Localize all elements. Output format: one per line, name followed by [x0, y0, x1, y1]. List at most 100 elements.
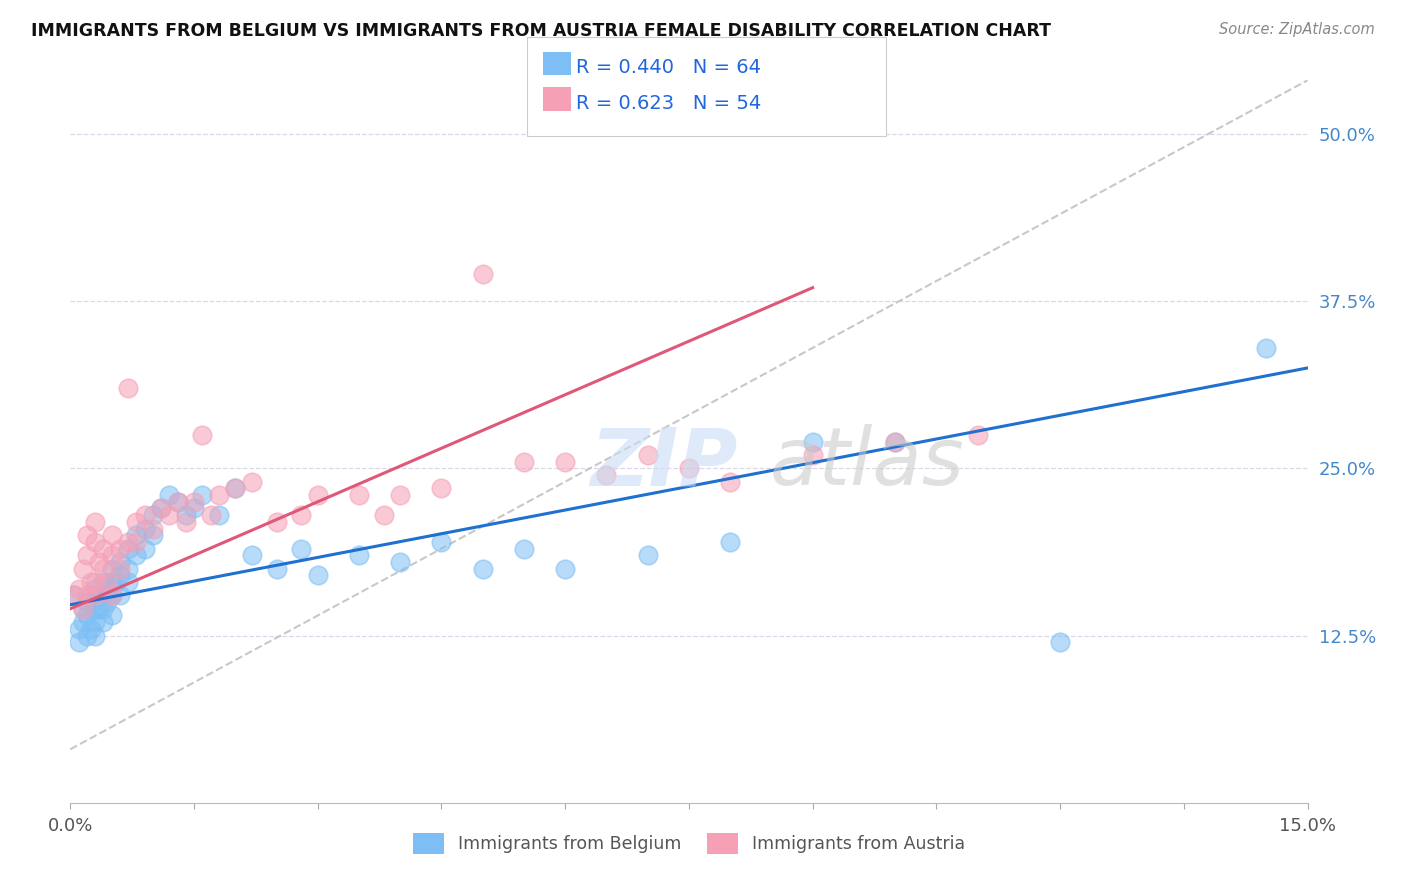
Point — [801, 434, 824, 449]
Point — [125, 528, 148, 542]
Point — [389, 555, 412, 569]
Point — [89, 602, 111, 616]
Point — [80, 622, 103, 636]
Point — [100, 589, 122, 603]
Point — [96, 582, 118, 596]
Point — [96, 575, 118, 590]
Point — [678, 461, 700, 475]
Point — [266, 515, 288, 529]
Point — [166, 494, 188, 508]
Point — [100, 528, 122, 542]
Point — [117, 381, 139, 395]
Point — [84, 575, 107, 590]
Point — [100, 608, 122, 623]
Point — [637, 548, 659, 563]
Point — [84, 534, 107, 549]
Point — [966, 427, 988, 442]
Point — [84, 615, 107, 630]
Point — [91, 615, 114, 630]
Point — [134, 541, 156, 556]
Text: R = 0.623   N = 54: R = 0.623 N = 54 — [576, 94, 762, 112]
Point — [67, 622, 90, 636]
Point — [117, 575, 139, 590]
Point — [595, 467, 617, 482]
Point — [134, 521, 156, 535]
Point — [80, 575, 103, 590]
Point — [108, 589, 131, 603]
Point — [347, 548, 370, 563]
Point — [91, 541, 114, 556]
Point — [117, 541, 139, 556]
Point — [718, 475, 741, 489]
Point — [117, 562, 139, 576]
Point — [104, 575, 127, 590]
Point — [718, 534, 741, 549]
Point — [76, 589, 98, 603]
Point — [91, 575, 114, 590]
Point — [84, 582, 107, 596]
Point — [84, 589, 107, 603]
Point — [80, 589, 103, 603]
Point — [72, 615, 94, 630]
Point — [191, 488, 214, 502]
Point — [157, 508, 180, 523]
Point — [108, 562, 131, 576]
Point — [89, 589, 111, 603]
Point — [67, 635, 90, 649]
Point — [430, 482, 453, 496]
Point — [637, 448, 659, 462]
Point — [134, 508, 156, 523]
Point — [142, 521, 165, 535]
Point — [96, 595, 118, 609]
Point — [150, 501, 173, 516]
Point — [125, 515, 148, 529]
Point — [430, 534, 453, 549]
Point — [89, 555, 111, 569]
Point — [174, 508, 197, 523]
Point — [100, 562, 122, 576]
Point — [67, 582, 90, 596]
Point — [108, 541, 131, 556]
Point — [389, 488, 412, 502]
Point — [166, 494, 188, 508]
Point — [84, 628, 107, 642]
Point — [471, 562, 494, 576]
Point — [84, 515, 107, 529]
Point — [91, 562, 114, 576]
Point — [200, 508, 222, 523]
Point — [1256, 341, 1278, 355]
Point — [91, 589, 114, 603]
Point — [84, 602, 107, 616]
Point — [183, 501, 205, 516]
Point — [191, 427, 214, 442]
Point — [1049, 635, 1071, 649]
Point — [347, 488, 370, 502]
Point — [63, 589, 86, 603]
Point — [76, 595, 98, 609]
Point — [100, 548, 122, 563]
Point — [76, 548, 98, 563]
Point — [100, 589, 122, 603]
Text: Source: ZipAtlas.com: Source: ZipAtlas.com — [1219, 22, 1375, 37]
Point — [76, 528, 98, 542]
Point — [307, 568, 329, 582]
Point — [266, 562, 288, 576]
Point — [63, 589, 86, 603]
Point — [240, 475, 263, 489]
Point — [307, 488, 329, 502]
Point — [142, 508, 165, 523]
Text: ZIP: ZIP — [591, 425, 737, 502]
Point — [224, 482, 246, 496]
Point — [72, 602, 94, 616]
Point — [208, 508, 231, 523]
Point — [513, 541, 536, 556]
Point — [183, 494, 205, 508]
Point — [884, 434, 907, 449]
Point — [224, 482, 246, 496]
Point — [142, 528, 165, 542]
Point — [471, 268, 494, 282]
Point — [125, 534, 148, 549]
Point — [117, 534, 139, 549]
Point — [108, 555, 131, 569]
Point — [174, 515, 197, 529]
